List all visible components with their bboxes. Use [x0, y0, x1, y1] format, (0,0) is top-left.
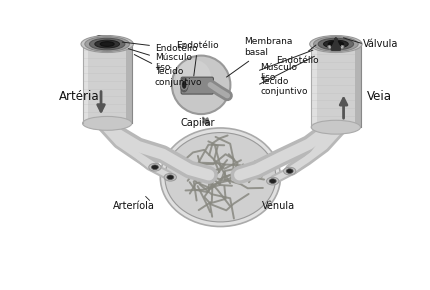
Text: Endotélio: Endotélio	[276, 45, 319, 65]
Text: Tecido
conjuntivo: Tecido conjuntivo	[261, 77, 308, 96]
Ellipse shape	[311, 120, 360, 134]
Ellipse shape	[160, 128, 280, 226]
Bar	[126, 44, 132, 123]
Wedge shape	[332, 45, 344, 50]
Ellipse shape	[85, 37, 129, 51]
Bar	[311, 44, 360, 127]
Bar	[311, 44, 317, 127]
Text: Músculo
liso: Músculo liso	[128, 49, 192, 72]
Wedge shape	[328, 45, 339, 50]
FancyBboxPatch shape	[181, 77, 213, 94]
Ellipse shape	[328, 41, 344, 47]
Ellipse shape	[180, 78, 188, 92]
Ellipse shape	[269, 179, 276, 183]
Ellipse shape	[313, 37, 358, 51]
Ellipse shape	[83, 116, 132, 130]
Text: Membrana
basal: Membrana basal	[227, 37, 293, 77]
Ellipse shape	[318, 38, 353, 50]
Text: Endotélio: Endotélio	[122, 42, 197, 53]
Text: Veia: Veia	[367, 90, 392, 103]
Ellipse shape	[176, 59, 211, 95]
Ellipse shape	[283, 167, 296, 175]
Text: Válvula: Válvula	[363, 39, 398, 49]
Ellipse shape	[286, 169, 293, 173]
Text: Arteríola: Arteríola	[113, 201, 155, 211]
Text: Músculo
liso: Músculo liso	[261, 63, 298, 82]
Ellipse shape	[172, 56, 230, 114]
Text: Artéria: Artéria	[58, 90, 99, 103]
Ellipse shape	[310, 36, 362, 52]
Ellipse shape	[151, 165, 158, 170]
Ellipse shape	[149, 163, 161, 171]
Ellipse shape	[89, 38, 125, 50]
Ellipse shape	[323, 40, 348, 48]
Bar	[355, 44, 360, 127]
Ellipse shape	[100, 42, 114, 46]
Text: Vênula: Vênula	[261, 201, 295, 211]
Ellipse shape	[164, 173, 176, 181]
Text: Capilar: Capilar	[180, 118, 215, 128]
Ellipse shape	[165, 133, 276, 222]
Ellipse shape	[267, 177, 279, 185]
Ellipse shape	[81, 36, 133, 52]
Ellipse shape	[167, 175, 174, 180]
Ellipse shape	[95, 40, 120, 48]
Ellipse shape	[182, 79, 187, 90]
Bar	[83, 44, 89, 123]
Bar	[83, 44, 132, 123]
Text: Tecido
conjuntivo: Tecido conjuntivo	[134, 55, 203, 87]
Text: Endotélio: Endotélio	[176, 41, 219, 76]
